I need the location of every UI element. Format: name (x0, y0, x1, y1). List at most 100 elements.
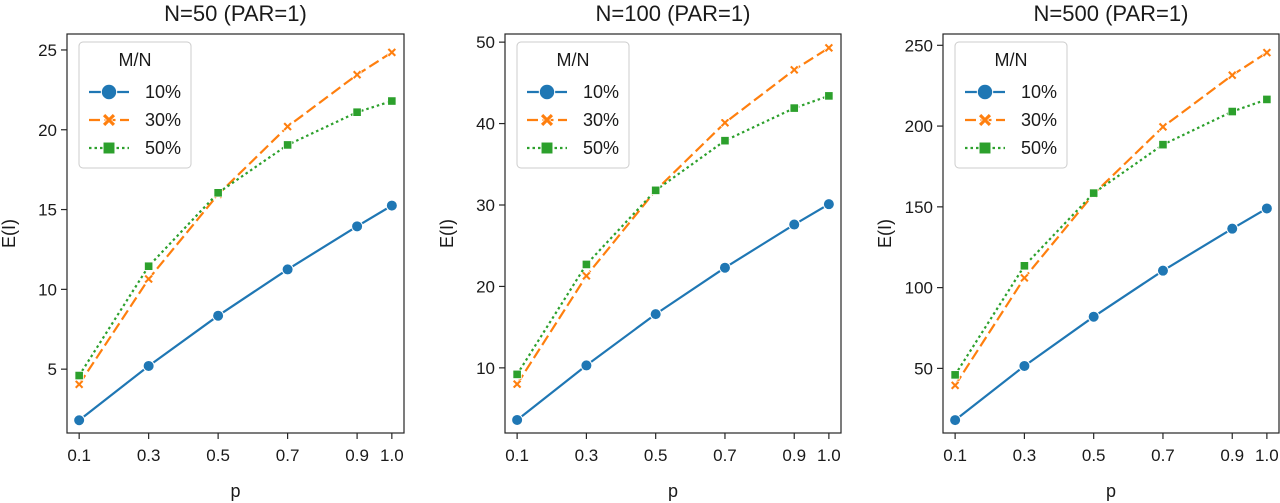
y-tick-label: 10 (38, 280, 57, 299)
x-tick-label: 1.0 (1255, 446, 1279, 465)
data-point (651, 185, 661, 195)
data-point (283, 140, 293, 150)
series-30% (950, 47, 1272, 391)
y-tick-label: 250 (905, 36, 933, 55)
data-point (212, 309, 225, 322)
data-point (512, 379, 523, 390)
data-point (1019, 272, 1030, 283)
y-tick-label: 50 (476, 33, 495, 52)
x-tick-label: 0.9 (345, 446, 369, 465)
legend-item: 30% (527, 110, 619, 130)
legend-label: 30% (1021, 110, 1057, 130)
legend-item: 10% (527, 82, 619, 102)
chart-title: N=500 (PAR=1) (1034, 1, 1189, 26)
x-tick-label: 0.5 (206, 446, 230, 465)
legend-marker (976, 83, 994, 101)
data-point (1262, 94, 1272, 105)
y-tick-label: 20 (476, 277, 495, 296)
y-tick-label: 50 (914, 359, 933, 378)
legend-item: 50% (527, 138, 619, 158)
series-50% (74, 96, 397, 381)
data-point (352, 69, 363, 80)
data-point (720, 136, 730, 146)
chart-panel-1: N=50 (PAR=1) 0.1 0.3 0.5 0.7 0.9 1.0 5 10 15 20 25 p… (0, 1, 405, 501)
data-point (1156, 264, 1169, 277)
data-point (351, 220, 364, 233)
data-point (281, 263, 294, 276)
data-point (74, 370, 84, 381)
x-tick-label: 0.3 (1013, 446, 1037, 465)
x-tick-label: 1.0 (817, 446, 841, 465)
data-point (1018, 359, 1031, 372)
legend-title: M/N (119, 50, 152, 70)
chart-panel-2: N=100 (PAR=1) 0.1 0.3 0.5 0.7 0.9 1.0 10 20 30 40 5… (437, 1, 842, 501)
y-tick-label: 10 (476, 359, 495, 378)
data-point (352, 107, 362, 117)
data-point (1226, 222, 1239, 235)
series-line (516, 46, 830, 385)
data-point (1261, 47, 1272, 58)
data-point (824, 91, 834, 101)
chart-panel-3: N=500 (PAR=1) 0.1 0.3 0.5 0.7 0.9 1.0 50 100 150 2… (875, 1, 1280, 501)
series-line (78, 51, 393, 385)
data-point (142, 359, 155, 372)
axes-frame (942, 33, 1280, 434)
series-line (516, 203, 830, 421)
x-tick-label: 0.1 (505, 446, 529, 465)
data-point (649, 308, 662, 321)
data-point (213, 188, 223, 198)
legend-marker (540, 113, 554, 127)
legend-label: 50% (1021, 138, 1057, 158)
series-50% (950, 94, 1272, 380)
legend: M/N 10% 30% 50% (78, 41, 192, 169)
data-point (1087, 310, 1100, 323)
legend-marker (102, 141, 116, 155)
legend-box (516, 41, 630, 169)
legend-label: 30% (145, 110, 181, 130)
legend-label: 30% (583, 110, 619, 130)
legend-item: 50% (89, 138, 181, 158)
legend-item: 10% (89, 82, 181, 102)
x-tick-label: 0.7 (713, 446, 737, 465)
legend-label: 10% (145, 82, 181, 102)
data-point (949, 414, 962, 427)
data-point (74, 379, 85, 390)
data-point (789, 103, 799, 113)
data-point (143, 273, 154, 285)
data-point (581, 259, 592, 270)
data-point (1227, 106, 1237, 117)
x-tick-label: 0.5 (644, 446, 668, 465)
series-10% (73, 199, 398, 427)
x-tick-label: 0.9 (782, 446, 806, 465)
series-10% (511, 198, 835, 426)
series-line (78, 99, 393, 377)
y-tick-label: 100 (905, 279, 933, 298)
y-axis-label: E(I) (437, 219, 457, 248)
x-tick-label: 1.0 (380, 446, 404, 465)
y-tick-label: 150 (905, 198, 933, 217)
legend-marker (540, 141, 554, 155)
legend-marker (538, 83, 556, 101)
data-point (581, 270, 592, 281)
y-tick-label: 20 (38, 121, 57, 140)
data-point (950, 370, 960, 380)
data-point (1157, 121, 1168, 132)
data-point (1227, 70, 1238, 81)
data-point (718, 261, 731, 274)
x-tick-label: 0.7 (1151, 446, 1175, 465)
x-tick-label: 0.3 (137, 446, 161, 465)
data-point (580, 359, 593, 372)
x-tick-label: 0.1 (67, 446, 91, 465)
legend-title: M/N (557, 50, 590, 70)
data-point (511, 413, 524, 426)
x-tick-label: 0.5 (1082, 446, 1106, 465)
x-tick-label: 0.9 (1220, 446, 1244, 465)
legend-label: 50% (583, 138, 619, 158)
series-line (954, 207, 1268, 421)
data-point (822, 198, 835, 211)
legend: M/N 10% 30% 50% (954, 41, 1068, 169)
legend-item: 30% (89, 110, 181, 130)
series-line (954, 51, 1268, 386)
data-point (788, 218, 801, 231)
